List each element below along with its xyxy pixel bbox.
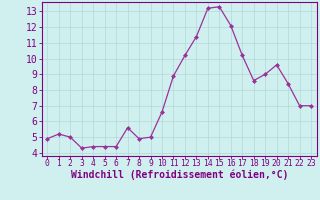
X-axis label: Windchill (Refroidissement éolien,°C): Windchill (Refroidissement éolien,°C) [70, 169, 288, 180]
